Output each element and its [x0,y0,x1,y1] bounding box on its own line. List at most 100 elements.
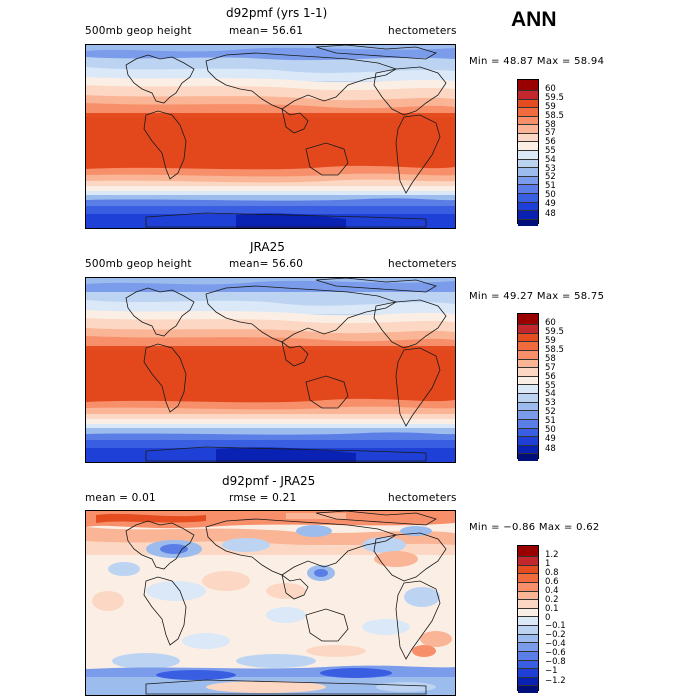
panel-1-title: d92pmf (yrs 1-1) [226,6,328,20]
panel-1-swatch [518,218,538,226]
panel-1-swatch [518,124,538,133]
panel-2-mean: mean= 56.60 [229,258,304,270]
panel-1-minmax: Min = 48.87 Max = 58.94 [469,56,605,67]
colorbar-label: 48 [545,209,556,219]
panel-1-swatch [518,141,538,151]
panel-2-field-label: 500mb geop height [85,258,192,270]
panel-3-swatch [518,590,538,600]
panel-2-map [85,277,456,463]
panel-3-mean: mean = 0.01 [85,492,156,504]
colorbar-label: 60 [545,318,556,328]
panel-3-swatch [518,650,538,660]
panel-3-units: hectometers [388,492,457,504]
panel-1-swatch [518,90,538,99]
colorbar-label: 58.5 [545,111,564,121]
colorbar-label: 48 [545,444,556,454]
colorbar-label: −0.8 [545,657,566,667]
panel-2-swatch [518,324,538,333]
panel-3-swatch [518,581,538,591]
colorbar-label: 55 [545,146,556,156]
colorbar-label: 56 [545,137,556,147]
panel-1-swatch [518,132,538,142]
colorbar-label: −0.6 [545,648,566,658]
colorbar-label: 57 [545,128,556,138]
panel-3-swatch [518,642,538,651]
panel-3-swatch [518,599,538,608]
colorbar-label: 53 [545,164,556,174]
colorbar-label: 56 [545,372,556,382]
panel-3-colorbar-labels: 1.2 1 0.8 0.6 0.4 0.2 0.1 0 −0.1 −0.2 −0… [545,545,585,691]
panel-2-swatch [518,410,538,419]
panel-2-colorbar [517,313,539,461]
panel-1-swatch [518,98,538,108]
panel-3-swatch [518,685,538,693]
colorbar-label: −0.1 [545,621,566,631]
panel-1-swatch [518,210,538,219]
panel-2-swatch [518,384,538,394]
colorbar-label: 59.5 [545,327,564,337]
colorbar-label: 0.1 [545,604,559,614]
panel-1-colorbar [517,79,539,226]
colorbar-label: −1.2 [545,676,566,686]
panel-3-swatch [518,633,538,643]
colorbar-label: 59.5 [545,93,564,103]
panel-2-units: hectometers [388,258,457,270]
panel-1-swatch [518,80,538,90]
panel-2-minmax: Min = 49.27 Max = 58.75 [469,291,605,302]
panel-2-swatch [518,358,538,368]
panel-1-colorbar-labels: 60 59.5 59 58.5 58 57 56 55 54 53 52 51 … [545,79,585,224]
panel-1-swatch [518,107,538,116]
colorbar-label: −0.2 [545,630,566,640]
panel-1-map [85,44,456,229]
colorbar-label: 0.8 [545,568,559,578]
colorbar-label: 50 [545,425,556,435]
panel-3-map [85,510,456,696]
colorbar-label: 59 [545,336,556,346]
colorbar-label: −0.4 [545,639,566,649]
panel-3-swatch [518,546,538,557]
colorbar-label: 0.6 [545,577,559,587]
colorbar-label: 52 [545,407,556,417]
panel-2-colorbar-labels: 60 59.5 59 58.5 58 57 56 55 54 53 52 51 … [545,313,585,459]
colorbar-label: 51 [545,181,556,191]
colorbar-label: 0 [545,613,551,623]
panel-1-swatch [518,175,538,185]
panel-1-swatch [518,158,538,168]
panel-3-swatch [518,676,538,686]
panel-1-units: hectometers [388,25,457,37]
panel-2-title: JRA25 [250,240,285,254]
panel-2-swatch [518,427,538,437]
colorbar-label: 53 [545,398,556,408]
panel-3-swatch [518,564,538,574]
panel-2-swatch [518,332,538,342]
panel-1-mean: mean= 56.61 [229,25,304,37]
colorbar-label: 55 [545,381,556,391]
colorbar-label: 0.4 [545,586,559,596]
colorbar-label: 58.5 [545,345,564,355]
season-label: ANN [511,8,557,31]
colorbar-label: 0.2 [545,595,559,605]
panel-2-swatch [518,375,538,385]
colorbar-label: 49 [545,434,556,444]
panel-3-swatch [518,668,538,677]
colorbar-label: 50 [545,190,556,200]
colorbar-label: 57 [545,363,556,373]
panel-3-swatch [518,659,538,669]
panel-2-swatch [518,453,538,461]
panel-3-swatch [518,625,538,634]
panel-2-swatch [518,314,538,325]
colorbar-label: 58 [545,354,556,364]
colorbar-label: 59 [545,102,556,112]
colorbar-label: 52 [545,172,556,182]
colorbar-label: 54 [545,389,556,399]
colorbar-label: 1 [545,559,551,569]
panel-2-swatch [518,393,538,402]
colorbar-label: 54 [545,155,556,165]
colorbar-label: 51 [545,416,556,426]
panel-3-swatch [518,616,538,626]
colorbar-label: 49 [545,199,556,209]
panel-2-swatch [518,418,538,428]
panel-1-swatch [518,167,538,176]
panel-1-field-label: 500mb geop height [85,25,192,37]
panel-2-swatch [518,367,538,376]
